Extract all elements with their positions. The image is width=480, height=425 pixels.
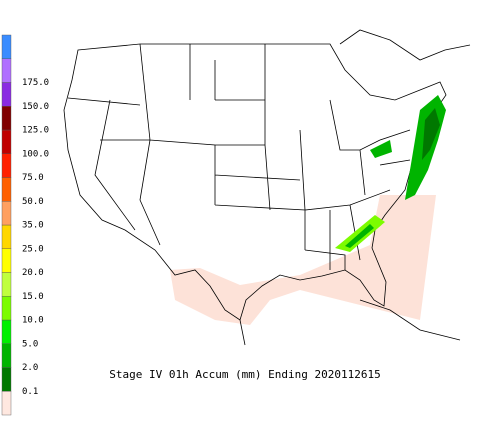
precip-areas (335, 95, 446, 252)
map-title: Stage IV 01h Accum (mm) Ending 202011261… (109, 368, 381, 381)
legend-label: 150.0 (22, 102, 49, 112)
legend-swatch (1, 296, 12, 321)
legend: 0.1 2.0 5.0 10.0 15.0 20.0 25.0 35.0 50.0 75.0 100… (1, 34, 49, 416)
state-lines (67, 43, 411, 270)
legend-swatch (1, 58, 12, 83)
legend-label: 0.1 (22, 387, 38, 397)
legend-swatch (1, 319, 12, 344)
legend-label: 25.0 (22, 244, 44, 254)
domain-area (170, 195, 436, 325)
border-lines (239, 29, 471, 346)
precip-lakes (370, 140, 392, 158)
legend-label: 35.0 (22, 221, 44, 231)
legend-label: 175.0 (22, 78, 49, 88)
us-outline (63, 43, 447, 321)
legend-label: 75.0 (22, 173, 44, 183)
legend-label: 2.0 (22, 363, 38, 373)
legend-label: 20.0 (22, 268, 44, 278)
legend-label: 125.0 (22, 126, 49, 136)
legend-swatch (1, 177, 12, 202)
legend-swatch (1, 248, 12, 273)
legend-swatch (1, 153, 12, 178)
legend-swatch (1, 367, 12, 392)
legend-label: 5.0 (22, 339, 38, 349)
legend-label: 50.0 (22, 197, 44, 207)
legend-swatch (1, 106, 12, 131)
legend-swatch (1, 272, 12, 297)
legend-swatch (1, 201, 12, 226)
legend-swatch (1, 34, 12, 59)
legend-swatch (1, 391, 12, 416)
legend-swatch (1, 82, 12, 107)
legend-label: 10.0 (22, 316, 44, 326)
precip-south-core (345, 224, 374, 248)
legend-swatch (1, 129, 12, 154)
precip-core (422, 108, 440, 160)
legend-label: 100.0 (22, 149, 49, 159)
legend-swatch (1, 224, 12, 249)
legend-label: 15.0 (22, 292, 44, 302)
legend-swatch (1, 343, 12, 368)
